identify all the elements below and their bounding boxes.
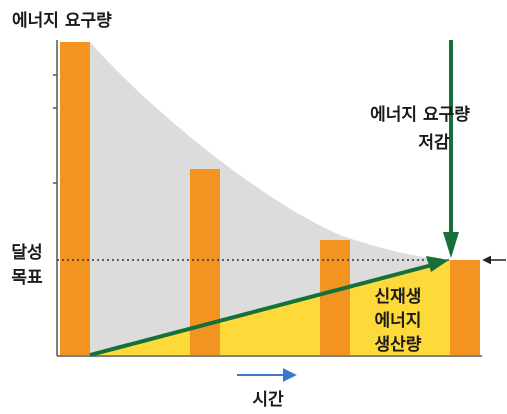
renewable-label-line1: 신재생	[375, 287, 422, 307]
reduction-label-line1: 에너지 요구량	[370, 105, 470, 125]
reduction-label-line2: 저감	[418, 133, 450, 153]
y-ticks	[53, 74, 57, 184]
renewable-arrow-head	[426, 256, 449, 272]
bar-1	[60, 42, 90, 355]
demand-area	[60, 42, 452, 355]
x-axis-title: 시간	[252, 390, 284, 410]
renewable-label-line2: 에너지	[375, 311, 422, 331]
target-label-line2: 목표	[11, 268, 43, 288]
renewable-trend-arrow	[89, 263, 433, 357]
renewable-label-line3: 생산량	[375, 335, 422, 355]
bar-4	[450, 260, 480, 355]
bar-3	[320, 240, 350, 355]
target-label-line1: 달성	[11, 242, 42, 263]
reduction-arrow-head	[443, 232, 459, 258]
y-axis-title: 에너지 요구량	[12, 11, 112, 31]
